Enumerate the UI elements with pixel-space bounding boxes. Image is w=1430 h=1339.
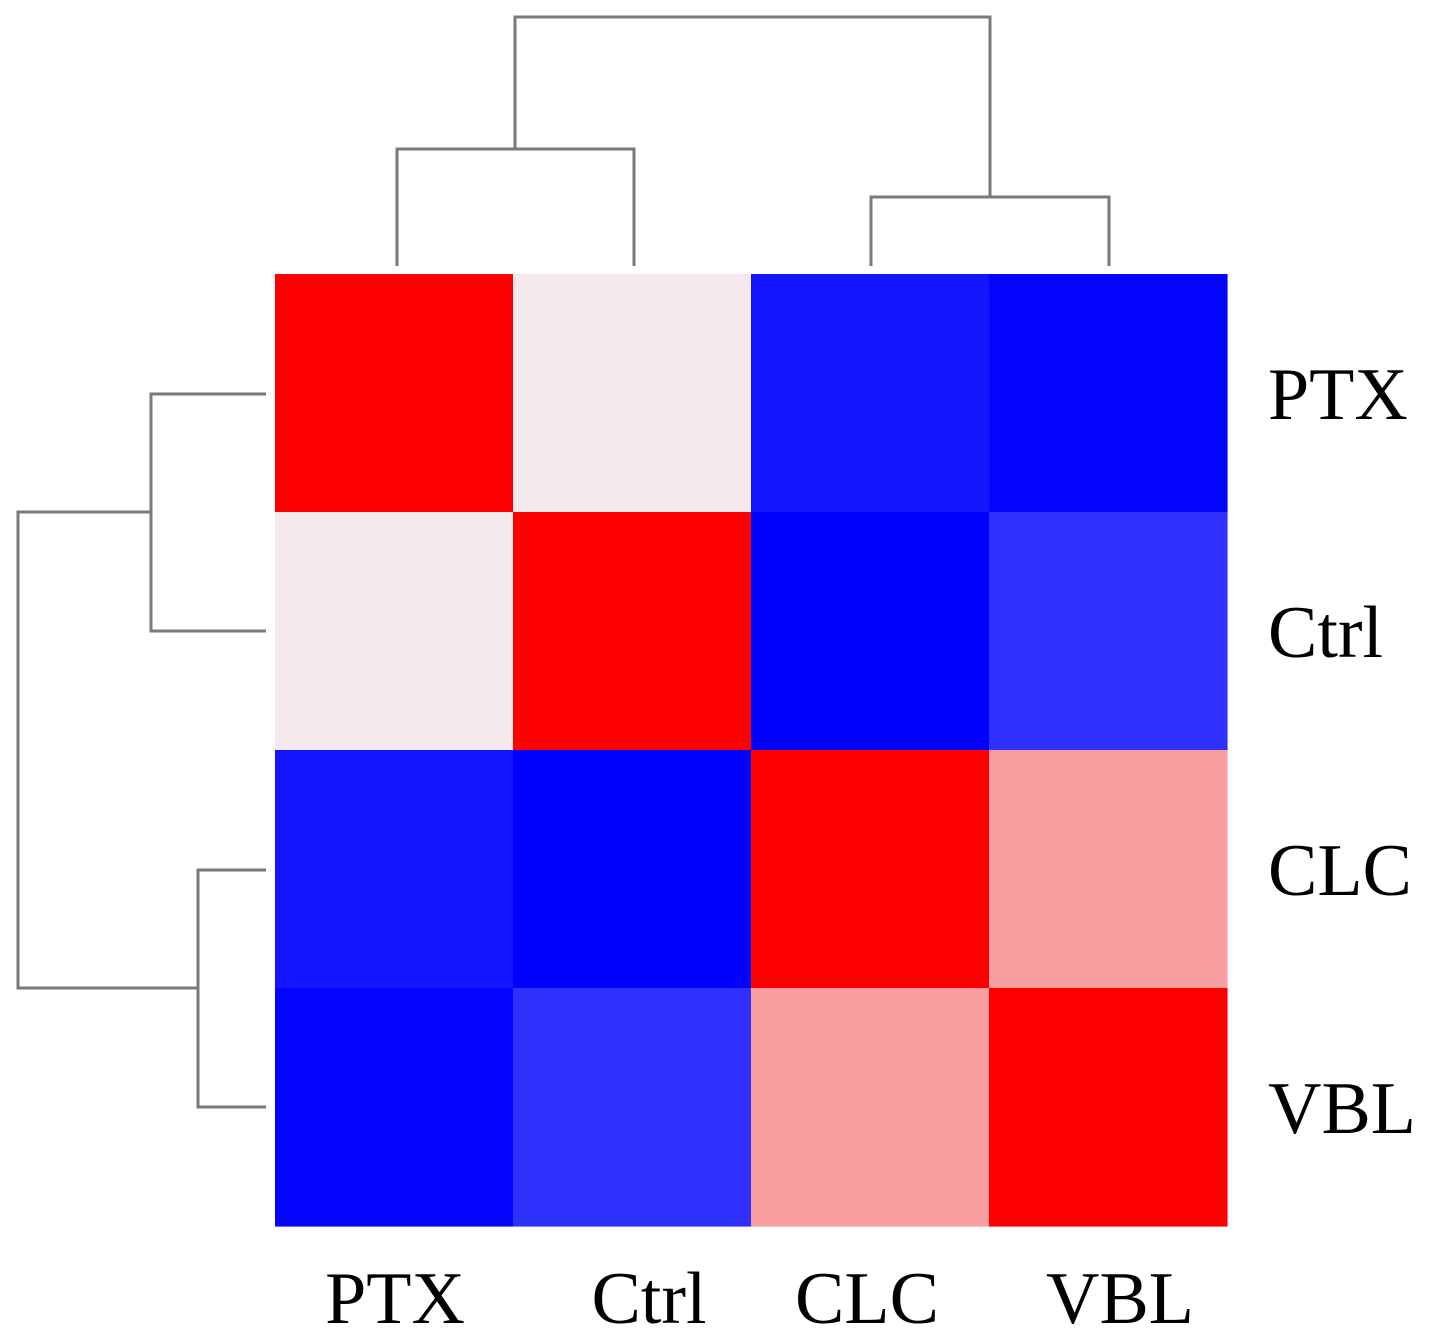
dendro-top-link-root <box>513 15 992 197</box>
dendro-left-link-root <box>16 510 198 990</box>
heatmap-cell-clc-ctrl <box>513 750 752 989</box>
heatmap-cell-ctrl-clc <box>751 512 990 751</box>
column-tick-label-vbl: VBL <box>1046 1258 1194 1339</box>
row-tick-label-vbl: VBL <box>1268 1068 1416 1150</box>
row-labels: PTX Ctrl CLC VBL <box>1268 354 1416 1150</box>
column-dendrogram <box>395 15 1111 266</box>
dendro-left-link-clc-vbl <box>196 868 266 1109</box>
dendro-left-link-ptx-ctrl <box>149 392 266 633</box>
column-labels: PTX Ctrl CLC VBL <box>325 1258 1194 1339</box>
dendro-top-link-ptx-ctrl <box>395 147 636 266</box>
row-tick-label-ptx: PTX <box>1268 354 1408 436</box>
heatmap-cell-clc-clc <box>751 750 990 989</box>
heatmap-cell-ptx-vbl <box>989 274 1228 513</box>
heatmap-cell-ptx-ptx <box>275 274 514 513</box>
heatmap-cell-ctrl-ptx <box>275 512 514 751</box>
column-tick-label-ptx: PTX <box>325 1258 465 1339</box>
heatmap-cell-clc-vbl <box>989 750 1228 989</box>
column-tick-label-ctrl: Ctrl <box>591 1258 706 1339</box>
row-dendrogram <box>16 392 266 1109</box>
heatmap-cells <box>275 274 1228 1227</box>
heatmap-cell-ctrl-ctrl <box>513 512 752 751</box>
heatmap-cell-ctrl-vbl <box>989 512 1228 751</box>
heatmap-cell-vbl-vbl <box>989 988 1228 1227</box>
row-tick-label-ctrl: Ctrl <box>1268 592 1383 674</box>
heatmap-cell-clc-ptx <box>275 750 514 989</box>
heatmap-cell-ptx-ctrl <box>513 274 752 513</box>
column-tick-label-clc: CLC <box>795 1258 939 1339</box>
heatmap-cell-vbl-ctrl <box>513 988 752 1227</box>
heatmap-cell-vbl-ptx <box>275 988 514 1227</box>
dendro-top-link-clc-vbl <box>869 195 1111 266</box>
heatmap-cell-vbl-clc <box>751 988 990 1227</box>
heatmap-cell-ptx-clc <box>751 274 990 513</box>
row-tick-label-clc: CLC <box>1268 830 1412 912</box>
